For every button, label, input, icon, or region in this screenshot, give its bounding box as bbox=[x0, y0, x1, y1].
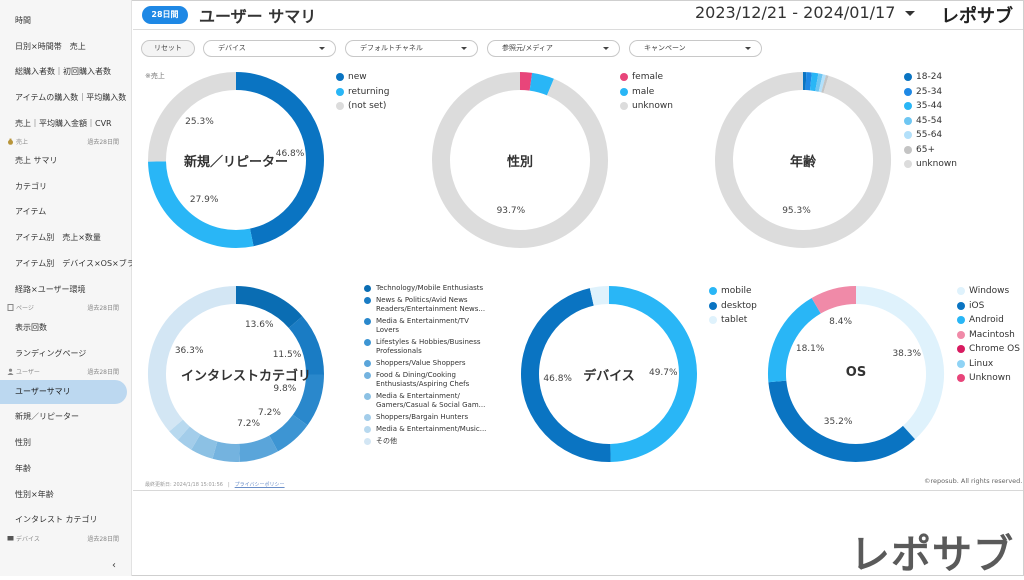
copyright: ©reposub. All rights reserved. bbox=[924, 477, 1022, 485]
privacy-policy-link[interactable]: プライバシーポリシー bbox=[235, 482, 285, 488]
brand-watermark: レポサブ bbox=[850, 522, 1014, 580]
legend-label: Android bbox=[969, 315, 1004, 325]
legend-dot-icon bbox=[957, 374, 965, 382]
legend-label: Unknown bbox=[969, 373, 1011, 383]
legend-item[interactable]: Windows bbox=[957, 284, 1020, 299]
legend-dot-icon bbox=[957, 302, 965, 310]
last-updated: 最終更新日: 2024/1/18 15:01:56 | プライバシーポリシー bbox=[145, 481, 285, 488]
legend-item[interactable]: Android bbox=[957, 313, 1020, 328]
legend-item[interactable]: Unknown bbox=[957, 371, 1020, 386]
legend-item[interactable]: Macintosh bbox=[957, 328, 1020, 343]
legend-label: Macintosh bbox=[969, 330, 1015, 340]
legend-label: Chrome OS bbox=[969, 344, 1020, 354]
chart-legend: Windows iOS Android Macintosh Chrome OS Linux… bbox=[957, 284, 1020, 386]
legend-dot-icon bbox=[957, 345, 965, 353]
legend-label: Linux bbox=[969, 359, 993, 369]
legend-label: iOS bbox=[969, 301, 984, 311]
legend-item[interactable]: Linux bbox=[957, 357, 1020, 372]
legend-dot-icon bbox=[957, 287, 965, 295]
legend-item[interactable]: Chrome OS bbox=[957, 342, 1020, 357]
legend-dot-icon bbox=[957, 331, 965, 339]
slice-1[interactable] bbox=[856, 295, 935, 433]
legend-dot-icon bbox=[957, 360, 965, 368]
donut-title: OS bbox=[786, 365, 926, 380]
legend-dot-icon bbox=[957, 316, 965, 324]
slice-2[interactable] bbox=[777, 381, 909, 453]
legend-label: Windows bbox=[969, 286, 1009, 296]
divider bbox=[133, 490, 1023, 491]
legend-item[interactable]: iOS bbox=[957, 299, 1020, 314]
slice-4[interactable] bbox=[816, 295, 856, 306]
